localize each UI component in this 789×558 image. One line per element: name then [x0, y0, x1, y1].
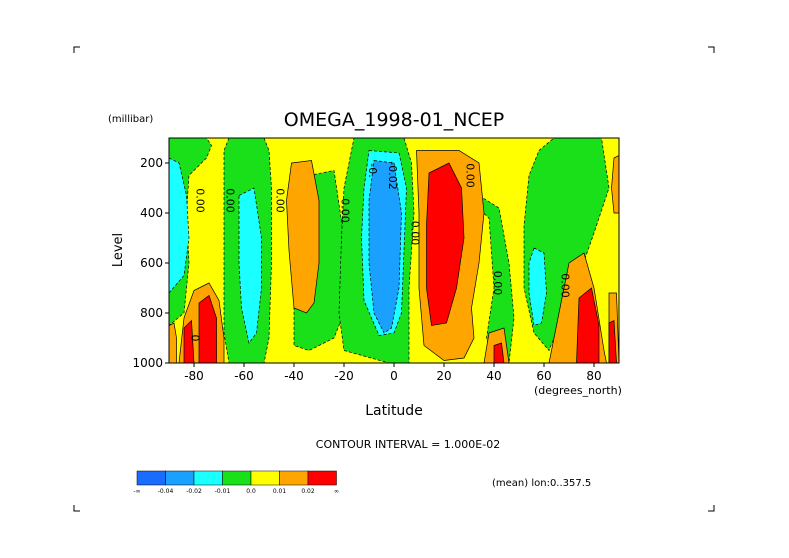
colorbar-label-5: 0.01	[273, 488, 287, 495]
contour-region-22	[198, 294, 217, 363]
y-tick-label-4: 1000	[132, 356, 163, 370]
contour-label-6: 0.00	[409, 221, 422, 246]
contour-region-17	[169, 322, 177, 363]
colorbar-label-4: 0.0	[246, 488, 256, 495]
colorbar-label-1: -0.04	[158, 488, 174, 495]
colorbar-label-0: -∞	[133, 488, 140, 495]
contour-interval-text: CONTOUR INTERVAL = 1.000E-02	[316, 438, 500, 451]
colorbar-swatch-1	[165, 470, 195, 486]
contour-label-5: -0.	[366, 163, 379, 177]
contour-region-20	[426, 162, 465, 326]
colorbar-swatch-2	[193, 470, 223, 486]
contour-label-1: 0.00	[224, 188, 237, 213]
contour-label-2: 0.00	[274, 188, 287, 213]
y-tick-label-2: 600	[140, 256, 163, 270]
contour-region-25	[608, 319, 617, 363]
contour-region-12	[286, 160, 320, 314]
x-tick-label-3: -20	[334, 369, 354, 383]
y-tick-label-3: 800	[140, 306, 163, 320]
contour-region-10	[528, 247, 547, 326]
contour-label-9: 0.00	[559, 273, 572, 298]
x-tick-label-0: -80	[184, 369, 204, 383]
y-tick-label-0: 200	[140, 156, 163, 170]
x-tick-label-5: 20	[436, 369, 451, 383]
corner-mark-bottom-right	[708, 505, 715, 512]
contour-label-10: 0	[189, 335, 202, 342]
x-tick-label-2: -40	[284, 369, 304, 383]
contour-labels: 0.00 0.00 0.00 0.00 -0.02 -0. 0.00 0.00 0.00 0.00…	[189, 161, 572, 341]
contour-region-7	[169, 157, 190, 294]
x-unit-label: (degrees_north)	[534, 384, 622, 397]
contour-region-8	[238, 187, 262, 344]
contour-region-5	[468, 195, 515, 363]
contour-label-8: 0.00	[491, 271, 504, 296]
colorbar-label-7: ∞	[334, 488, 339, 495]
colorbar-label-6: 0.02	[301, 488, 315, 495]
colorbar-swatch-6	[307, 470, 337, 486]
contour-label-0: 0.00	[194, 188, 207, 213]
corner-mark-top-left	[73, 46, 80, 53]
colorbar-label-2: -0.02	[186, 488, 202, 495]
contour-region-11	[368, 160, 402, 334]
contour-region-24	[576, 287, 600, 363]
y-tick-label-1: 400	[140, 206, 163, 220]
chart-title: OMEGA_1998-01_NCEP	[284, 109, 504, 131]
x-tick-label-6: 40	[486, 369, 501, 383]
contour-label-7: 0.00	[464, 163, 477, 188]
colorbar-swatch-4	[250, 470, 280, 486]
colorbar-swatch-3	[222, 470, 252, 486]
x-tick-label-4: 0	[390, 369, 398, 383]
x-tick-label-7: 60	[536, 369, 551, 383]
x-axis-ticks: -80 -60 -40 -20 0 20 40 60 80	[184, 363, 602, 383]
contour-label-3: 0.00	[339, 198, 352, 223]
contour-fill-regions	[169, 138, 619, 363]
colorbar-swatch-5	[279, 470, 309, 486]
colorbar-label-3: -0.01	[215, 488, 231, 495]
colorbar: -∞ -0.04 -0.02 -0.01 0.0 0.01 0.02 ∞	[133, 470, 339, 495]
corner-mark-top-right	[708, 46, 715, 53]
y-unit-label: (millibar)	[108, 114, 153, 125]
y-axis-label: Level	[111, 233, 126, 267]
contour-label-4: -0.02	[386, 161, 399, 189]
contour-region-14	[611, 155, 619, 214]
corner-marks	[73, 46, 715, 512]
contour-region-21	[183, 319, 195, 363]
x-tick-label-8: 80	[586, 369, 601, 383]
colorbar-swatch-0	[136, 470, 166, 486]
y-axis-ticks: 200 400 600 800 1000	[132, 156, 169, 370]
corner-mark-bottom-left	[73, 505, 80, 512]
x-axis-label: Latitude	[365, 403, 423, 419]
x-tick-label-1: -60	[234, 369, 254, 383]
contour-region-23	[493, 342, 505, 363]
mean-longitude-text: (mean) lon:0..357.5	[492, 478, 591, 489]
